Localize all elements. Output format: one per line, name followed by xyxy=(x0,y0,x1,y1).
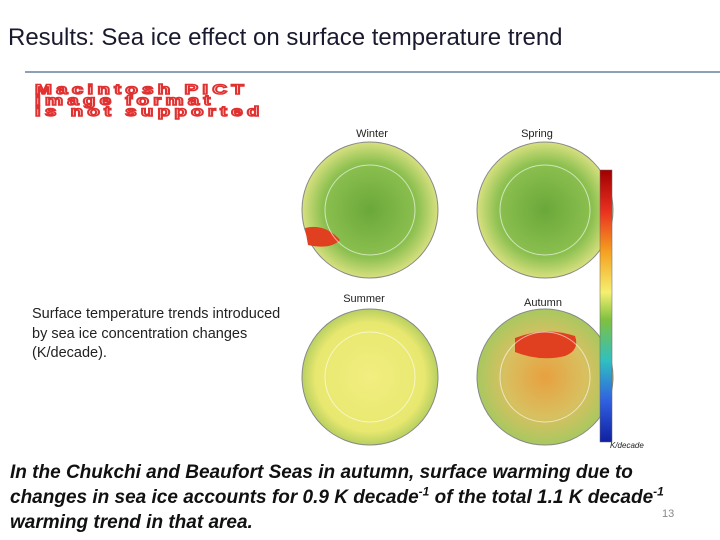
panel-label: Autumn xyxy=(524,297,562,309)
conclusion: In the Chukchi and Beaufort Seas in autu… xyxy=(10,460,690,535)
panel-label: Summer xyxy=(343,293,385,305)
map-spring xyxy=(476,141,614,279)
colorbar-unit: K/decade xyxy=(610,441,644,450)
conclusion-text: In the Chukchi and Beaufort Seas in autu… xyxy=(10,462,633,508)
superscript: -1 xyxy=(418,484,430,499)
caption: Surface temperature trends introduced by… xyxy=(32,306,281,361)
title-rule xyxy=(25,71,720,73)
map-autumn xyxy=(476,308,614,446)
slide-number: 13 xyxy=(662,508,675,520)
placeholder-line: Macintosh PICT xyxy=(34,81,249,97)
title: Results: Sea ice effect on surface tempe… xyxy=(8,24,563,51)
placeholder-line: image format xyxy=(34,92,215,108)
colorbar xyxy=(599,169,613,443)
superscript: -1 xyxy=(653,484,664,499)
conclusion-text: of the total 1.1 K decade xyxy=(429,487,654,508)
map-winter xyxy=(301,141,439,279)
placeholder-line: is not supported xyxy=(34,103,264,119)
conclusion-text: warming trend in that area. xyxy=(10,512,253,533)
panel-label: Spring xyxy=(521,128,553,140)
map-summer xyxy=(301,308,439,446)
pict-placeholder: Macintosh PICT image format is not suppo… xyxy=(34,81,644,119)
panel-label: Winter xyxy=(356,128,388,140)
